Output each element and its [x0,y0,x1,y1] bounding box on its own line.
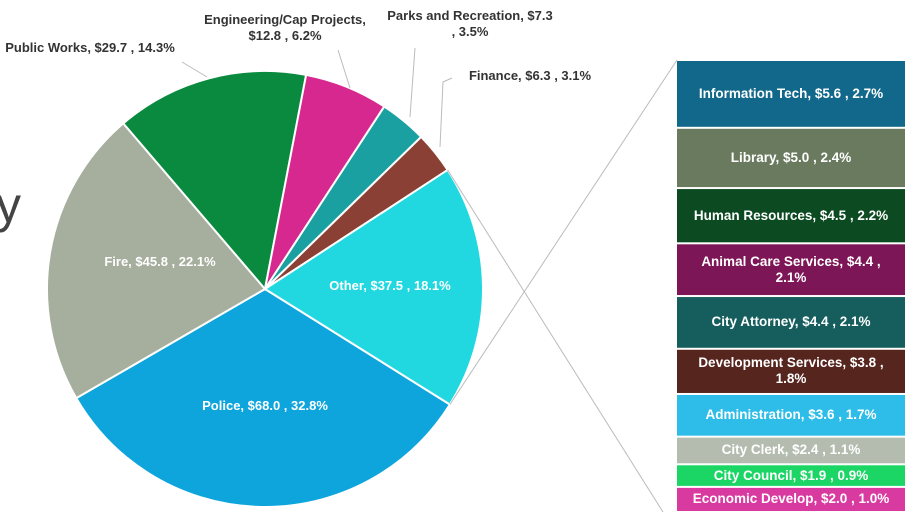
slice-label-box: Other, $37.5 , 18.1% [329,278,451,293]
connector-line [447,169,664,512]
bar-label-box: City Attorney, $4.4 , 2.1% [711,314,871,330]
bar-segment [677,61,905,127]
pie-slice [46,121,267,400]
bar-segment [677,437,905,464]
bar-segment [677,349,905,393]
bar-label: Information Tech, $5.6 , 2.7% [698,85,884,101]
slice-label: Parks and Recreation, $7.3 , 3.5% [387,8,553,39]
title-fragment: y [0,177,21,233]
leader-line [409,47,416,118]
bar-label-box: Human Resources, $4.5 , 2.2% [693,207,889,223]
bar-segment [677,244,905,296]
bar-label: Development Services, $3.8 , 1.8% [698,355,884,387]
bar-label: City Attorney, $4.4 , 2.1% [711,314,871,330]
pie-slice [263,168,484,406]
bar-label-box: Economic Develop, $2.0 , 1.0% [692,491,890,507]
connector-line [449,59,678,405]
bar-label-box: City Clerk, $2.4 , 1.1% [721,442,861,458]
bar-segment [677,394,905,436]
slice-label: Finance, $6.3 , 3.1% [468,68,592,83]
bar-label: City Clerk, $2.4 , 1.1% [721,442,861,458]
bar-segment [677,465,905,486]
slice-label: Engineering/Cap Projects, $12.8 , 6.2% [204,12,366,43]
bar-label: Human Resources, $4.5 , 2.2% [693,207,889,223]
slice-label-box: Public Works, $29.7 , 14.3% [5,40,175,55]
bar-segment [677,189,905,243]
pie-slice [121,70,308,292]
bar-label: Library, $5.0 , 2.4% [730,149,852,165]
bar-label-box: Information Tech, $5.6 , 2.7% [698,85,884,101]
slice-label: Fire, $45.8 , 22.1% [104,254,216,269]
bar-label-box: Administration, $3.6 , 1.7% [705,407,877,423]
slice-label-box: Fire, $45.8 , 22.1% [104,254,216,269]
slice-label: Public Works, $29.7 , 14.3% [5,40,175,55]
slice-label: Other, $37.5 , 18.1% [329,278,451,293]
bar-label: City Council, $1.9 , 0.9% [713,467,869,483]
bar-segment [677,297,905,348]
leader-line [439,77,453,148]
slice-label: Police, $68.0 , 32.8% [202,398,328,413]
bar-label: Administration, $3.6 , 1.7% [705,407,877,423]
slice-label-box: Engineering/Cap Projects, $12.8 , 6.2% [204,12,366,43]
bar-segment [677,487,905,511]
bar-label-box: Development Services, $3.8 , 1.8% [698,355,884,387]
slice-label-box: Finance, $6.3 , 3.1% [468,68,592,83]
bar-segment [677,128,905,188]
bar-label-box: Animal Care Services, $4.4 , 2.1% [701,253,881,285]
bar-label: Economic Develop, $2.0 , 1.0% [692,491,890,507]
leader-line [337,49,351,89]
pie-slice [74,287,452,508]
bar-label: Animal Care Services, $4.4 , 2.1% [701,253,881,285]
bar-label-box: Library, $5.0 , 2.4% [730,149,852,165]
slice-label-box: Police, $68.0 , 32.8% [202,398,328,413]
leader-line [181,61,208,78]
slice-label-box: Parks and Recreation, $7.3 , 3.5% [387,8,553,39]
bar-label-box: City Council, $1.9 , 0.9% [713,467,869,483]
